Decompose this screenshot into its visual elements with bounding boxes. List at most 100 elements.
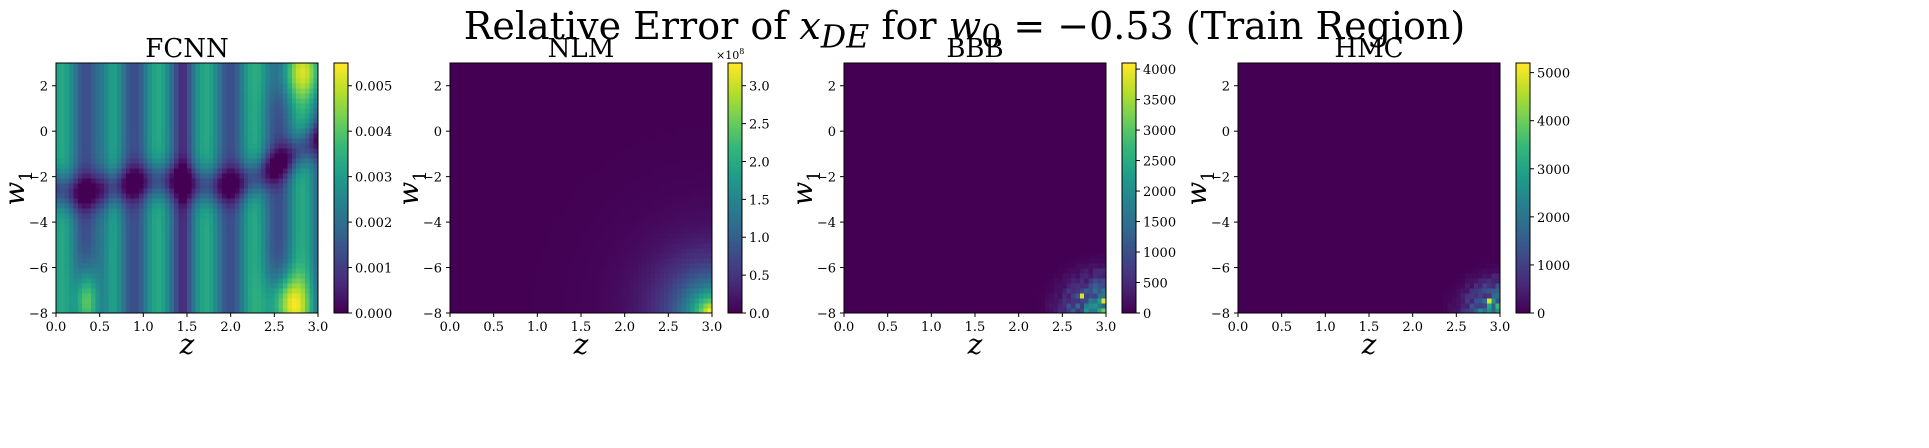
- heatmap-cell: [546, 213, 552, 219]
- heatmap-cell: [112, 218, 118, 224]
- heatmap-cell: [484, 248, 490, 254]
- heatmap-cell: [173, 158, 179, 164]
- heatmap-cell: [532, 123, 538, 129]
- heatmap-cell: [291, 233, 297, 239]
- heatmap-cell: [56, 273, 61, 279]
- heatmap-cell: [182, 68, 188, 74]
- heatmap-cell: [598, 228, 604, 234]
- heatmap-cell: [147, 213, 153, 219]
- heatmap-cell: [256, 168, 262, 174]
- heatmap-cell: [230, 203, 236, 209]
- heatmap-cell: [554, 173, 560, 179]
- heatmap-cell: [546, 228, 552, 234]
- heatmap-cell: [309, 108, 315, 114]
- heatmap-cell: [165, 63, 171, 69]
- heatmap-cell: [598, 98, 604, 104]
- heatmap-cell: [476, 238, 482, 244]
- heatmap-cell: [524, 298, 530, 304]
- heatmap-cell: [217, 73, 223, 79]
- heatmap-cell: [265, 173, 271, 179]
- heatmap-cell: [195, 263, 201, 269]
- heatmap-cell: [506, 268, 512, 274]
- heatmap-cell: [191, 203, 197, 209]
- heatmap-cell: [64, 178, 70, 184]
- heatmap-cell: [147, 298, 153, 304]
- heatmap-cell: [283, 258, 289, 264]
- heatmap-cell: [607, 88, 613, 94]
- heatmap-cell: [187, 148, 192, 154]
- heatmap-cell: [56, 223, 61, 229]
- heatmap-cell: [296, 268, 302, 274]
- heatmap-cell: [208, 258, 214, 264]
- heatmap-cell: [458, 88, 464, 94]
- heatmap-cell: [581, 158, 586, 164]
- heatmap-cell: [90, 273, 96, 279]
- heatmap-cell: [130, 148, 136, 154]
- heatmap-cell: [471, 233, 477, 239]
- heatmap-cell: [165, 188, 171, 194]
- heatmap-cell: [506, 228, 512, 234]
- heatmap-cell: [213, 208, 219, 214]
- heatmap-cell: [226, 133, 232, 139]
- heatmap-cell: [86, 153, 92, 159]
- heatmap-cell: [239, 138, 245, 144]
- heatmap-cell: [554, 208, 560, 214]
- heatmap-cell: [69, 68, 75, 74]
- heatmap-cell: [450, 78, 455, 84]
- heatmap-cell: [598, 248, 604, 254]
- heatmap-cell: [287, 103, 293, 109]
- heatmap-cell: [291, 263, 297, 269]
- heatmap-cell: [546, 113, 552, 119]
- heatmap-cell: [489, 293, 495, 299]
- heatmap-cell: [248, 293, 254, 299]
- heatmap-cell: [138, 78, 144, 84]
- heatmap-cell: [86, 203, 92, 209]
- heatmap-cell: [581, 268, 586, 274]
- heatmap-cell: [524, 78, 530, 84]
- heatmap-cell: [567, 283, 573, 289]
- heatmap-cell: [515, 198, 521, 204]
- heatmap-cell: [498, 88, 503, 94]
- heatmap-cell: [283, 268, 289, 274]
- heatmap-cell: [160, 303, 166, 309]
- heatmap-cell: [248, 253, 254, 259]
- heatmap-cell: [147, 138, 153, 144]
- heatmap-cell: [235, 188, 240, 194]
- heatmap-cell: [598, 133, 604, 139]
- heatmap-cell: [252, 108, 258, 114]
- heatmap-cell: [169, 213, 175, 219]
- heatmap-cell: [598, 258, 604, 264]
- heatmap-cell: [235, 143, 240, 149]
- heatmap-cell: [524, 98, 530, 104]
- colorbar-step: [334, 275, 348, 279]
- heatmap-cell: [607, 283, 613, 289]
- heatmap-cell: [519, 138, 525, 144]
- heatmap-cell: [537, 228, 543, 234]
- heatmap-cell: [134, 213, 140, 219]
- heatmap-cell: [95, 168, 101, 174]
- heatmap-cell: [195, 268, 201, 274]
- heatmap-cell: [602, 203, 608, 209]
- heatmap-cell: [594, 68, 600, 74]
- heatmap-cell: [589, 93, 595, 99]
- heatmap-cell: [191, 88, 197, 94]
- heatmap-cell: [602, 178, 608, 184]
- heatmap-cell: [502, 88, 508, 94]
- heatmap-cell: [99, 168, 105, 174]
- heatmap-cell: [221, 283, 227, 289]
- heatmap-cell: [278, 113, 284, 119]
- heatmap-cell: [117, 98, 123, 104]
- heatmap-cell: [511, 293, 517, 299]
- heatmap-cell: [515, 203, 521, 209]
- heatmap-cell: [450, 218, 455, 224]
- heatmap-cell: [476, 288, 482, 294]
- heatmap-cell: [480, 103, 486, 109]
- heatmap-cell: [467, 113, 473, 119]
- heatmap-cell: [511, 288, 517, 294]
- heatmap-cell: [169, 98, 175, 104]
- heatmap-cell: [304, 78, 310, 84]
- heatmap-cell: [506, 263, 512, 269]
- heatmap-cell: [537, 183, 543, 189]
- heatmap-cell: [554, 88, 560, 94]
- heatmap-cell: [559, 213, 565, 219]
